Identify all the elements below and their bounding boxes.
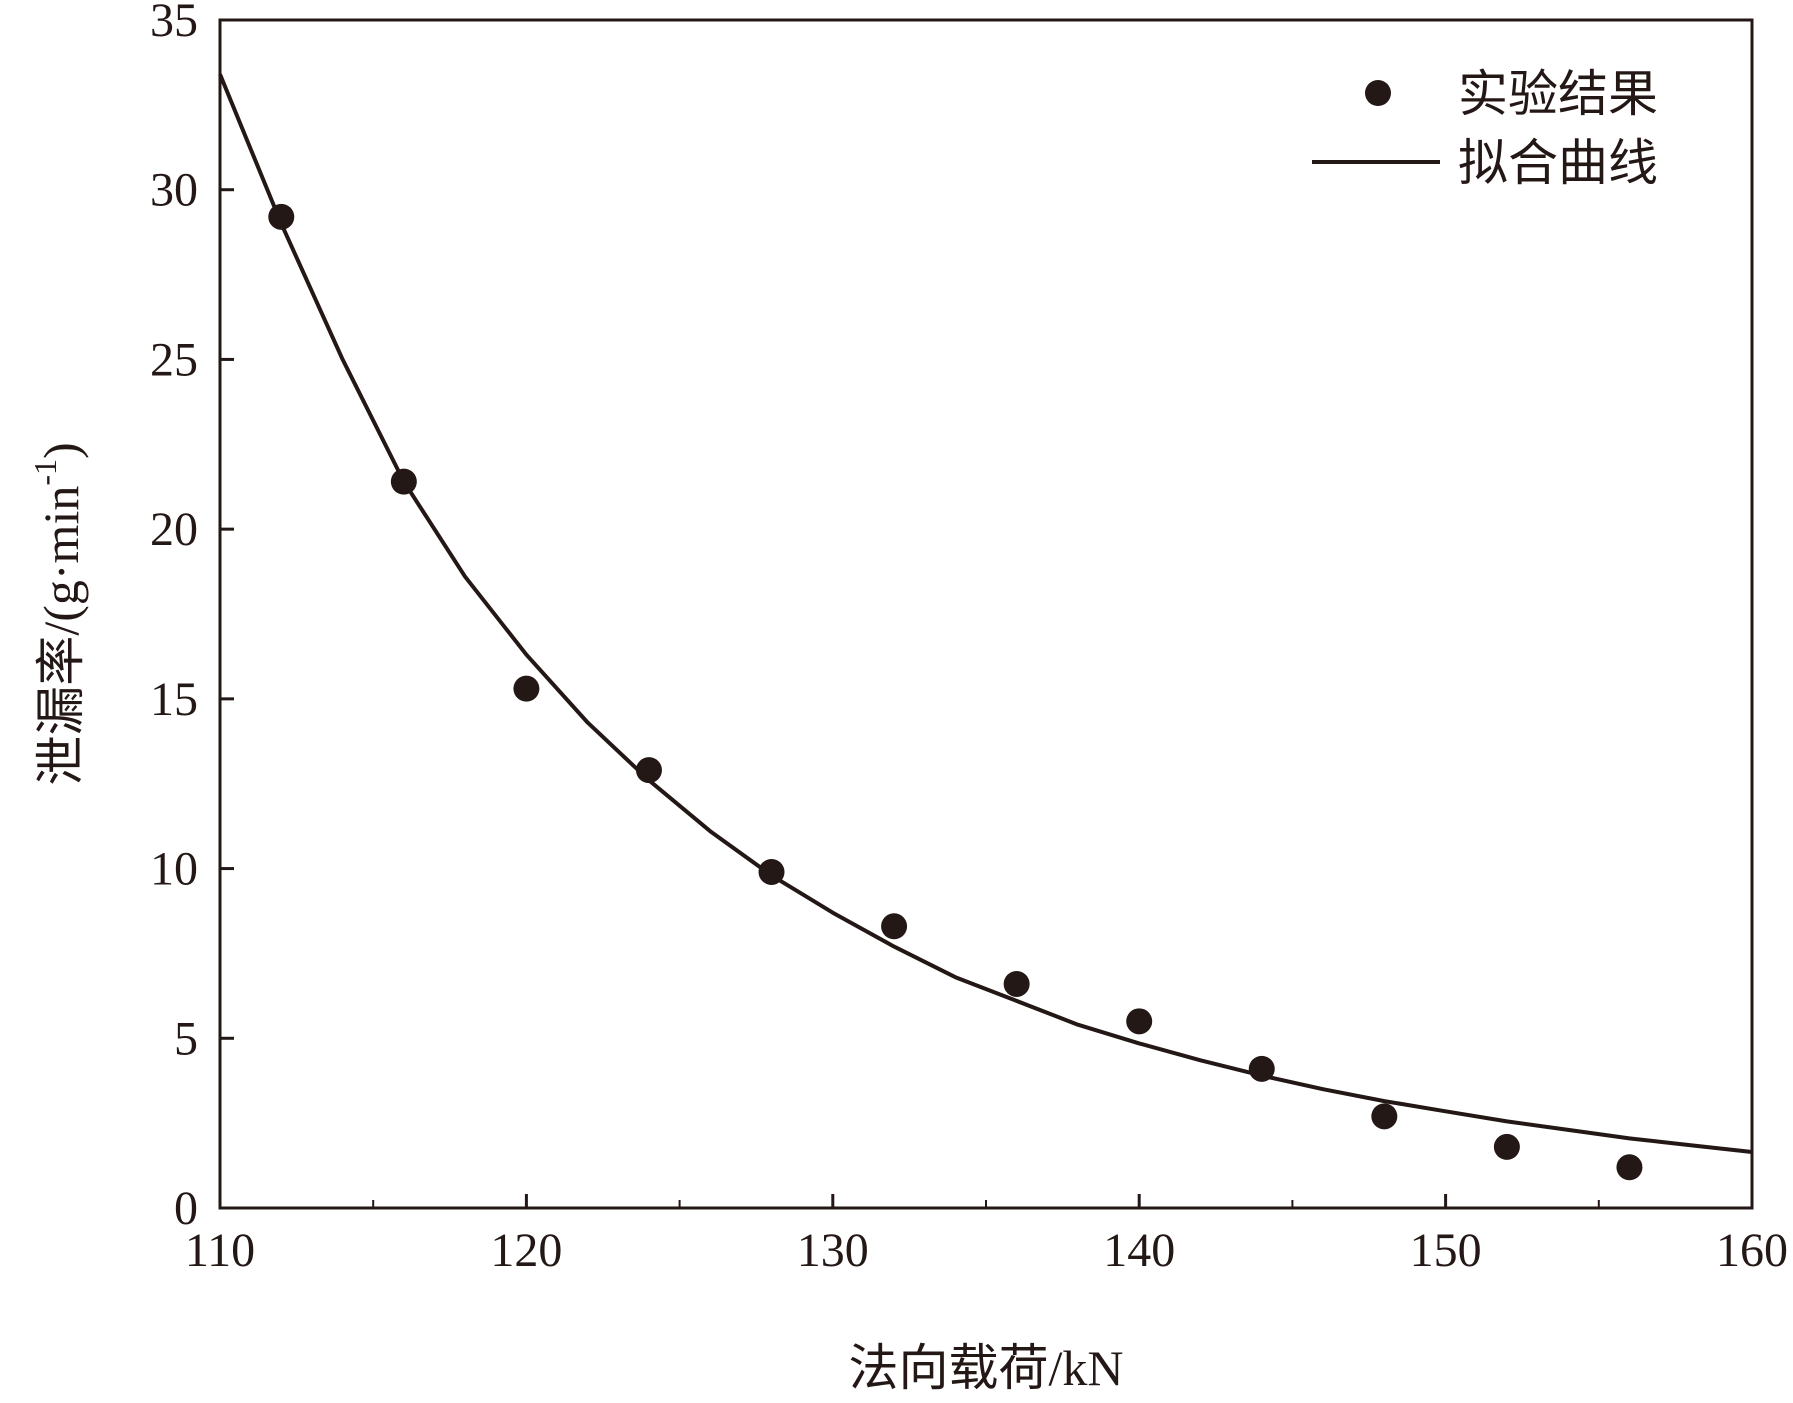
fit-curve-layer [218, 73, 1753, 1154]
data-point-11 [1616, 1154, 1643, 1181]
y-tick-label-2: 10 [150, 843, 198, 896]
scatter-points-layer [268, 203, 1643, 1181]
data-point-8 [1248, 1055, 1275, 1082]
data-point-1 [390, 468, 417, 495]
data-point-9 [1371, 1103, 1398, 1130]
y-tick-label-0: 0 [174, 1182, 198, 1235]
y-axis-title-suffix: ) [33, 442, 89, 459]
y-tick-label-1: 5 [174, 1012, 198, 1065]
y-tick-label-6: 30 [150, 164, 198, 217]
x-axis-title: 法向载荷/kN [849, 1340, 1124, 1396]
data-point-4 [758, 858, 785, 885]
data-point-5 [881, 913, 908, 940]
legend-label-line: 拟合曲线 [1458, 135, 1658, 191]
x-axis-ticks: 110 120 130 140 150 160 [185, 1194, 1788, 1277]
data-point-0 [268, 203, 295, 230]
y-axis-title: 泄漏率/(g·min-1) [27, 442, 89, 785]
data-point-10 [1493, 1133, 1520, 1160]
y-tick-label-7: 35 [150, 0, 198, 47]
x-tick-label-3: 140 [1103, 1224, 1175, 1277]
x-tick-label-4: 150 [1410, 1224, 1482, 1277]
y-axis-title-superscript: -1 [27, 459, 63, 486]
data-point-7 [1126, 1008, 1153, 1035]
x-tick-label-2: 130 [797, 1224, 869, 1277]
data-point-3 [635, 757, 662, 784]
legend: 实验结果 拟合曲线 [1312, 66, 1658, 191]
x-tick-label-5: 160 [1716, 1224, 1788, 1277]
data-point-6 [1003, 970, 1030, 997]
y-axis-title-main: 泄漏率/(g·min [33, 486, 89, 786]
y-axis-ticks: 0 5 10 15 20 25 30 35 [150, 0, 234, 1235]
plot-frame [218, 18, 1754, 1210]
data-point-2 [513, 675, 540, 702]
x-tick-label-0: 110 [185, 1224, 255, 1277]
legend-label-scatter: 实验结果 [1458, 66, 1658, 122]
legend-marker-scatter [1365, 80, 1391, 106]
fit-curve-line [218, 73, 1753, 1154]
y-tick-label-5: 25 [150, 333, 198, 386]
y-tick-label-4: 20 [150, 503, 198, 556]
x-tick-label-1: 120 [490, 1224, 562, 1277]
y-tick-label-3: 15 [150, 673, 198, 726]
